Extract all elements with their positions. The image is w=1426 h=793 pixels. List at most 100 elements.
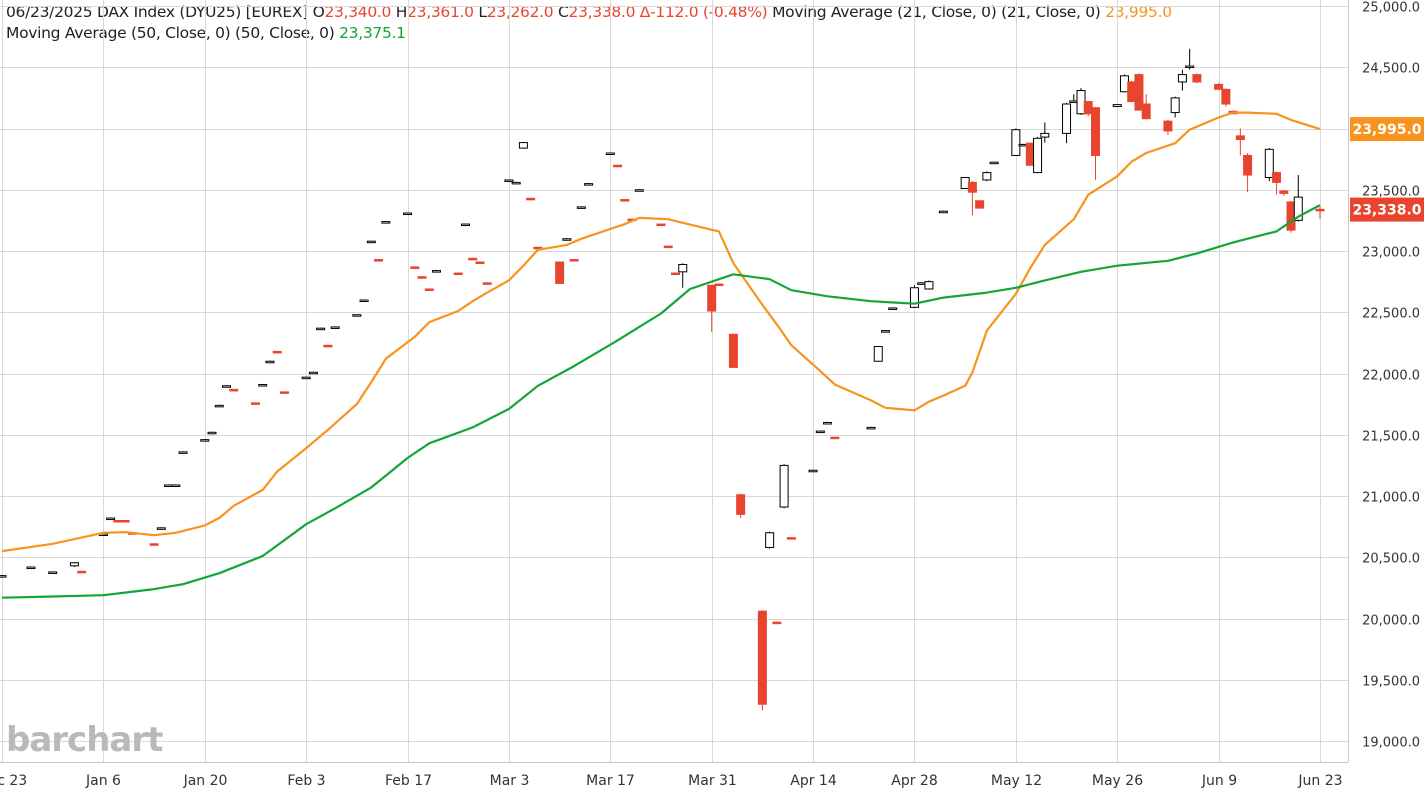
last-price-label-box xyxy=(1350,197,1424,222)
candle-body xyxy=(779,464,789,508)
candle xyxy=(880,330,890,333)
x-tick-label: Jun 9 xyxy=(1201,773,1237,789)
candle-body xyxy=(1112,104,1122,107)
candle xyxy=(555,261,565,285)
candle xyxy=(728,333,738,368)
candle-body xyxy=(967,181,977,193)
candle xyxy=(656,223,666,227)
candles xyxy=(0,48,1325,711)
candle xyxy=(1221,88,1231,107)
header-ma50-value: 23,375.1 xyxy=(339,24,406,42)
candle-body xyxy=(272,350,282,354)
candle xyxy=(605,152,615,155)
candle-body xyxy=(207,431,217,435)
candle xyxy=(1170,96,1180,118)
candle xyxy=(1185,48,1195,70)
candle-body xyxy=(468,257,478,261)
x-tick-label: Mar 31 xyxy=(688,773,737,789)
y-tick-label: 20,500.0 xyxy=(1362,552,1420,567)
candle xyxy=(352,314,362,317)
candle-body xyxy=(562,238,572,241)
candle-body xyxy=(330,326,340,329)
candle xyxy=(207,431,217,435)
candle xyxy=(330,326,340,329)
candle-body xyxy=(366,240,376,244)
candle xyxy=(120,519,130,523)
x-tick-label: Apr 14 xyxy=(790,773,837,789)
candle-body xyxy=(1192,74,1202,83)
candle xyxy=(359,299,369,302)
candle-body xyxy=(221,385,231,388)
candle xyxy=(1091,107,1101,180)
candle xyxy=(815,430,825,434)
candle-body xyxy=(1235,135,1245,141)
candle-body xyxy=(279,391,289,394)
candle xyxy=(938,210,948,214)
candle-body xyxy=(555,261,565,284)
candle xyxy=(1214,83,1224,90)
candle xyxy=(156,527,166,530)
candle xyxy=(1264,148,1274,182)
candle xyxy=(482,282,492,285)
candle xyxy=(403,212,413,216)
candle-body xyxy=(156,527,166,530)
candle-body xyxy=(736,494,746,515)
candle-body xyxy=(924,281,934,290)
header-ma21-label: Moving Average (21, Close, 0) (21, Close… xyxy=(772,3,1101,21)
candle xyxy=(48,571,58,574)
candle xyxy=(453,272,463,276)
candle xyxy=(562,238,572,241)
candle-body xyxy=(576,206,586,209)
candle xyxy=(967,181,977,216)
candle xyxy=(873,345,883,362)
candle-body xyxy=(518,142,528,149)
candle-body xyxy=(1091,107,1101,156)
candle-body xyxy=(815,430,825,434)
header-low-label: L xyxy=(478,3,487,21)
candle xyxy=(69,562,79,568)
y-tick-label: 23,000.0 xyxy=(1362,246,1420,261)
header-low: 23,262.0 xyxy=(486,3,554,21)
candle-body xyxy=(1293,196,1303,221)
candle-body xyxy=(417,276,427,279)
candle xyxy=(0,575,7,578)
header-ma21-value: 23,995.0 xyxy=(1105,3,1172,21)
chart-header-line-1: 06/23/2025 DAX Index (DYU25) [EUREX] O23… xyxy=(6,3,1172,21)
candle-body xyxy=(214,404,224,408)
candle xyxy=(1112,104,1122,108)
candle-body xyxy=(265,360,275,364)
candle-body xyxy=(511,181,521,185)
candle-body xyxy=(1033,137,1043,174)
candle-body xyxy=(106,517,116,521)
y-tick-label: 20,000.0 xyxy=(1362,614,1420,629)
candle-body xyxy=(482,282,492,285)
candle xyxy=(634,189,644,192)
candle-body xyxy=(663,245,673,249)
candle xyxy=(678,263,688,288)
candle-body xyxy=(0,575,7,578)
candle xyxy=(214,404,224,408)
y-tick-label: 19,000.0 xyxy=(1362,736,1420,751)
candle-body xyxy=(258,384,268,387)
candle-body xyxy=(757,610,767,705)
candle-body xyxy=(374,259,384,262)
candle-body xyxy=(460,223,470,227)
candle-body xyxy=(120,520,130,523)
candle xyxy=(475,261,485,265)
candle xyxy=(714,283,724,287)
candle xyxy=(584,183,594,186)
candle-body xyxy=(866,426,876,430)
candle-body xyxy=(453,272,463,276)
header-close-label: C xyxy=(558,3,569,21)
candle-body xyxy=(656,223,666,227)
candle-body xyxy=(432,270,442,273)
candle xyxy=(1011,128,1021,157)
candle xyxy=(1177,69,1187,91)
candle-body xyxy=(584,183,594,186)
candle-body xyxy=(569,259,579,262)
candle-body xyxy=(1243,154,1253,176)
candle-body xyxy=(171,484,181,487)
candle-body xyxy=(714,283,724,287)
candle-body xyxy=(707,284,717,312)
